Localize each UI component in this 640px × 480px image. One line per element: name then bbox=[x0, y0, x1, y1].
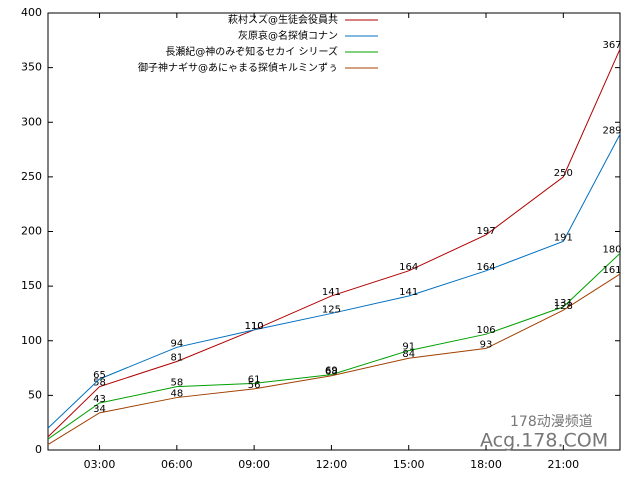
data-label: 48 bbox=[170, 389, 183, 400]
y-tick-label: 350 bbox=[21, 61, 42, 74]
data-label: 69 bbox=[325, 366, 338, 377]
x-tick-label: 21:00 bbox=[547, 458, 579, 471]
data-label: 125 bbox=[322, 304, 341, 315]
data-label: 131 bbox=[554, 298, 573, 309]
legend-label: 萩村スズ@生徒会役員共 bbox=[228, 13, 338, 26]
y-tick-label: 300 bbox=[21, 115, 42, 128]
legend-label: 灰原哀@名探偵コナン bbox=[238, 29, 338, 42]
data-label: 94 bbox=[170, 338, 183, 349]
plot-frame bbox=[47, 12, 621, 451]
data-label: 367 bbox=[602, 40, 621, 51]
data-label: 197 bbox=[476, 226, 495, 237]
x-tick-label: 18:00 bbox=[470, 458, 502, 471]
data-label: 43 bbox=[93, 394, 106, 405]
data-label: 250 bbox=[554, 168, 573, 179]
series-line bbox=[47, 273, 621, 445]
series-line bbox=[47, 252, 621, 440]
y-tick-label: 150 bbox=[21, 279, 42, 292]
data-label: 110 bbox=[245, 321, 264, 332]
data-label: 91 bbox=[402, 342, 415, 353]
y-tick-label: 400 bbox=[21, 6, 42, 19]
data-label: 289 bbox=[602, 125, 621, 136]
data-label: 164 bbox=[399, 262, 418, 273]
data-label: 58 bbox=[170, 378, 183, 389]
x-tick-label: 06:00 bbox=[161, 458, 193, 471]
data-label: 141 bbox=[322, 287, 341, 298]
data-label: 110 bbox=[245, 321, 264, 332]
data-label: 61 bbox=[248, 374, 261, 385]
y-tick-label: 0 bbox=[35, 443, 42, 456]
data-label: 93 bbox=[480, 339, 493, 350]
x-tick-label: 03:00 bbox=[84, 458, 116, 471]
data-label: 106 bbox=[476, 325, 495, 336]
y-tick-label: 50 bbox=[28, 388, 42, 401]
watermark: 178动漫频道 bbox=[510, 414, 593, 430]
data-label: 128 bbox=[554, 301, 573, 312]
data-label: 161 bbox=[602, 265, 621, 276]
series-line bbox=[47, 48, 621, 438]
legend-label: 御子神ナギサ@あにゃまる探偵キルミンずぅ bbox=[138, 61, 338, 74]
watermark: Acg.178.COM bbox=[480, 430, 608, 452]
legend-label: 長瀬紀@神のみぞ知るセカイ シリーズ bbox=[165, 45, 338, 58]
data-label: 58 bbox=[93, 378, 106, 389]
data-label: 164 bbox=[476, 262, 495, 273]
data-label: 81 bbox=[170, 353, 183, 364]
data-label: 65 bbox=[93, 370, 106, 381]
y-tick-label: 100 bbox=[21, 334, 42, 347]
data-label: 34 bbox=[93, 404, 106, 415]
x-tick-label: 15:00 bbox=[393, 458, 425, 471]
x-tick-label: 12:00 bbox=[316, 458, 348, 471]
series-line bbox=[47, 134, 621, 429]
data-label: 84 bbox=[402, 349, 415, 360]
data-label: 141 bbox=[399, 287, 418, 298]
data-label: 68 bbox=[325, 367, 338, 378]
data-label: 180 bbox=[602, 244, 621, 255]
x-tick-label: 09:00 bbox=[238, 458, 270, 471]
data-label: 191 bbox=[554, 232, 573, 243]
data-label: 56 bbox=[248, 380, 261, 391]
y-tick-label: 200 bbox=[21, 225, 42, 238]
y-tick-label: 250 bbox=[21, 170, 42, 183]
